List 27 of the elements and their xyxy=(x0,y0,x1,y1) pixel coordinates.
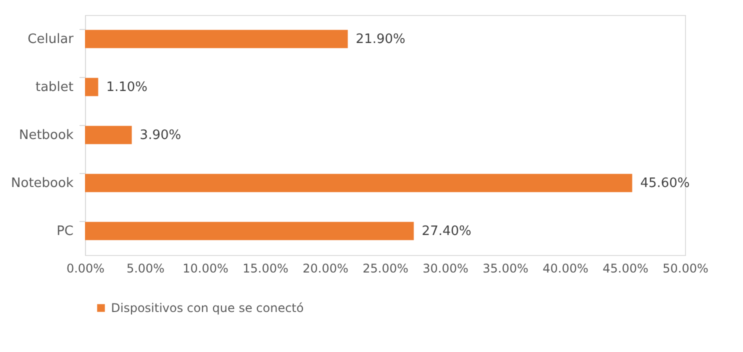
text: 3.90% xyxy=(140,128,182,143)
y-tick-label: Celular xyxy=(28,32,74,47)
x-tick-label: 25.00% xyxy=(362,262,408,276)
x-tick-label: 20.00% xyxy=(302,262,348,276)
text: 45.60% xyxy=(640,176,690,191)
x-tick-label: 10.00% xyxy=(182,262,228,276)
y-tick-label: Netbook xyxy=(18,128,74,143)
x-tick-label: 0.00% xyxy=(66,262,105,276)
x-tick-label: 40.00% xyxy=(542,262,588,276)
x-tick-label: 45.00% xyxy=(602,262,648,276)
text: 1.10% xyxy=(106,80,148,95)
bar xyxy=(85,30,348,48)
text: 21.90% xyxy=(356,32,406,47)
text: 27.40% xyxy=(422,224,472,239)
y-tick-label: Notebook xyxy=(11,176,74,191)
bar xyxy=(85,222,414,240)
x-tick-label: 5.00% xyxy=(126,262,165,276)
legend-label: Dispositivos con que se conectó xyxy=(111,301,304,315)
y-tick-label: PC xyxy=(56,224,74,239)
bar xyxy=(85,174,632,192)
x-tick-label: 50.00% xyxy=(662,262,708,276)
y-tick-label: tablet xyxy=(35,80,74,95)
bar xyxy=(85,126,132,144)
x-tick-label: 35.00% xyxy=(482,262,528,276)
x-tick-label: 15.00% xyxy=(242,262,288,276)
bar xyxy=(85,78,98,96)
x-tick-label: 30.00% xyxy=(422,262,468,276)
